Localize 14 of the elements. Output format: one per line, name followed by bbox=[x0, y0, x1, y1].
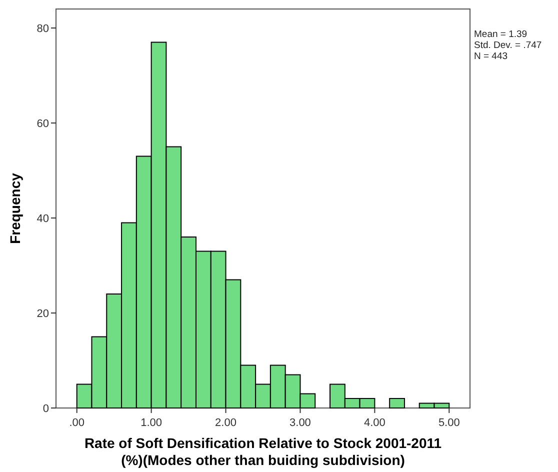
x-axis-title: Rate of Soft Densification Relative to Stock 2001-2011 (%)(Modes other than buiding subdivision) bbox=[84, 435, 442, 468]
y-axis-title: Frequency bbox=[7, 172, 23, 244]
y-tick-label: 80 bbox=[36, 22, 49, 35]
x-tick-label: 4.00 bbox=[364, 417, 386, 429]
y-tick-label: 0 bbox=[42, 402, 49, 415]
text: Mean = 1.39 Std. Dev. = .747 N = 443 bbox=[474, 29, 542, 62]
x-tick-label: .00 bbox=[69, 417, 84, 429]
x-tick-label: 1.00 bbox=[140, 417, 162, 429]
x-tick-label: 3.00 bbox=[290, 417, 311, 429]
y-tick-label: 60 bbox=[36, 118, 49, 130]
y-tick-label: 20 bbox=[36, 308, 49, 320]
y-tick-label: 40 bbox=[36, 212, 49, 225]
x-tick-label: 2.00 bbox=[215, 417, 236, 429]
x-tick-label: 5.00 bbox=[438, 417, 460, 429]
